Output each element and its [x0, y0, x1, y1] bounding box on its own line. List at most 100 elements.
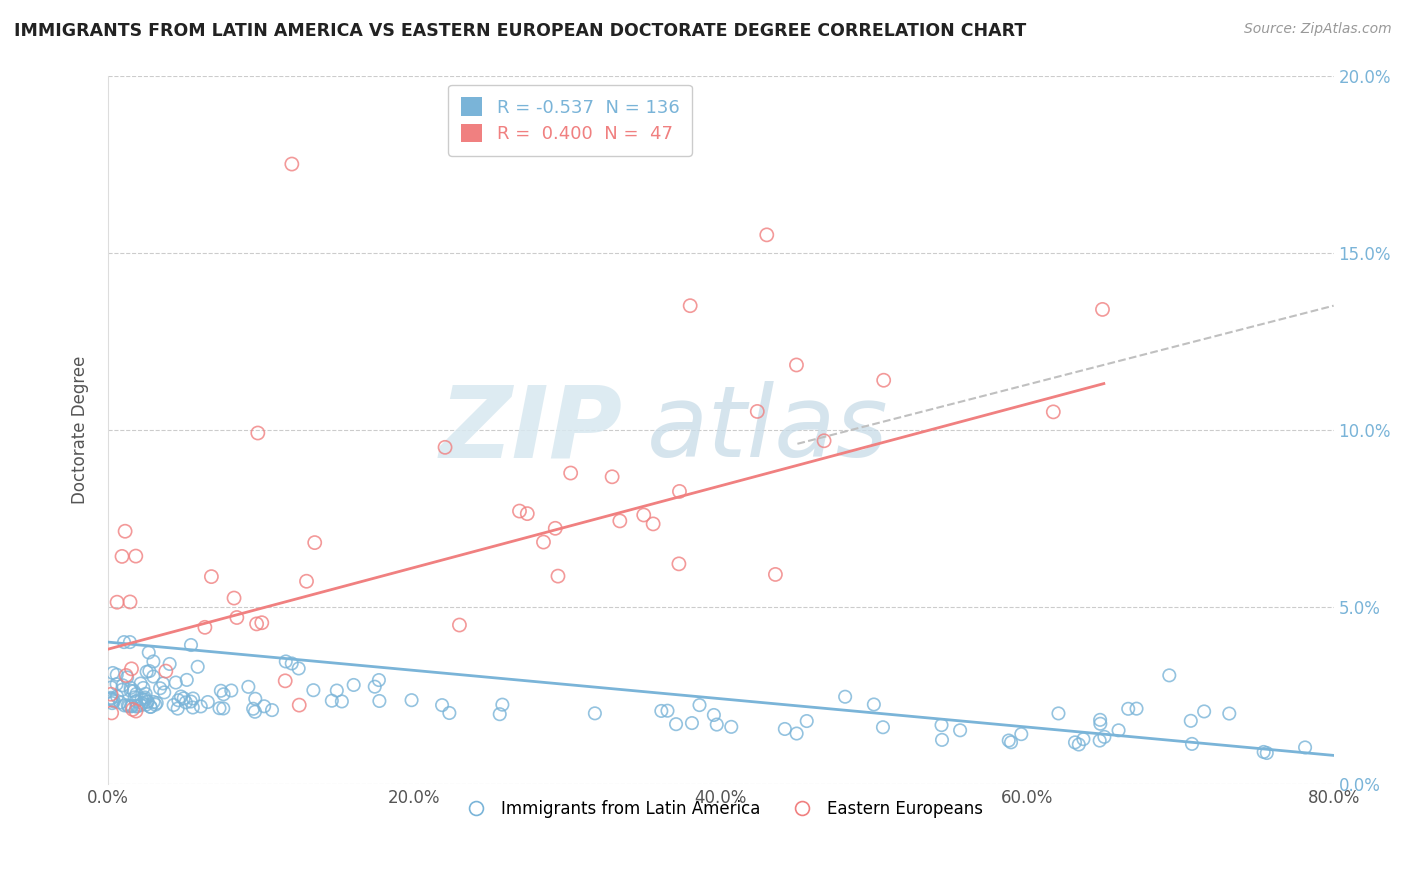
Point: [1181, 737, 1204, 751]
Point: [785, 358, 807, 372]
Point: [643, 516, 665, 531]
Point: [516, 507, 538, 521]
Point: [101, 665, 124, 680]
Point: [600, 470, 623, 484]
Text: ZIP: ZIP: [440, 381, 623, 478]
Point: [488, 707, 510, 722]
Point: [547, 569, 569, 583]
Point: [668, 484, 690, 499]
Point: [100, 687, 122, 701]
Point: [609, 514, 631, 528]
Point: [176, 673, 198, 687]
Point: [668, 557, 690, 571]
Point: [560, 466, 582, 480]
Point: [131, 696, 153, 710]
Point: [242, 702, 264, 716]
Point: [105, 667, 128, 681]
Point: [1125, 701, 1147, 715]
Point: [755, 227, 778, 242]
Point: [1073, 732, 1095, 747]
Point: [747, 404, 769, 418]
Point: [1088, 733, 1111, 747]
Point: [863, 698, 886, 712]
Point: [786, 726, 808, 740]
Point: [145, 698, 167, 712]
Point: [253, 699, 276, 714]
Point: [135, 698, 157, 712]
Point: [162, 698, 184, 712]
Point: [533, 535, 555, 549]
Text: Source: ZipAtlas.com: Source: ZipAtlas.com: [1244, 22, 1392, 37]
Point: [125, 694, 148, 708]
Point: [120, 699, 142, 714]
Point: [190, 699, 212, 714]
Point: [246, 616, 269, 631]
Point: [111, 549, 134, 564]
Point: [122, 684, 145, 698]
Point: [138, 664, 160, 678]
Point: [681, 716, 703, 731]
Text: atlas: atlas: [647, 381, 889, 478]
Point: [1192, 705, 1215, 719]
Point: [287, 661, 309, 675]
Point: [238, 680, 260, 694]
Point: [194, 620, 217, 634]
Point: [665, 717, 688, 731]
Point: [439, 706, 461, 720]
Point: [174, 695, 197, 709]
Point: [657, 704, 679, 718]
Point: [200, 569, 222, 583]
Point: [326, 683, 349, 698]
Point: [180, 638, 202, 652]
Point: [872, 720, 894, 734]
Point: [173, 691, 195, 706]
Point: [209, 683, 232, 698]
Point: [288, 698, 311, 712]
Point: [1159, 668, 1181, 682]
Point: [246, 425, 269, 440]
Point: [138, 645, 160, 659]
Point: [167, 693, 190, 707]
Point: [125, 699, 148, 714]
Point: [105, 690, 128, 704]
Point: [132, 681, 155, 695]
Point: [100, 690, 122, 705]
Point: [434, 440, 457, 454]
Point: [208, 701, 231, 715]
Point: [633, 508, 655, 522]
Point: [304, 535, 326, 549]
Point: [508, 504, 530, 518]
Point: [117, 698, 139, 713]
Point: [367, 673, 389, 687]
Point: [101, 696, 124, 710]
Point: [131, 691, 153, 706]
Point: [112, 698, 135, 713]
Point: [127, 698, 149, 713]
Point: [1000, 735, 1022, 749]
Point: [142, 695, 165, 709]
Point: [103, 694, 125, 708]
Point: [134, 690, 156, 705]
Point: [1064, 735, 1087, 749]
Point: [931, 718, 953, 732]
Point: [401, 693, 423, 707]
Point: [212, 701, 235, 715]
Point: [129, 676, 152, 690]
Point: [114, 524, 136, 539]
Point: [1256, 746, 1278, 760]
Point: [120, 683, 142, 698]
Point: [118, 595, 141, 609]
Point: [997, 733, 1019, 747]
Point: [225, 610, 247, 624]
Point: [153, 685, 176, 699]
Point: [105, 595, 128, 609]
Point: [108, 696, 131, 710]
Point: [280, 657, 302, 671]
Point: [834, 690, 856, 704]
Point: [1253, 745, 1275, 759]
Point: [142, 669, 165, 683]
Point: [1180, 714, 1202, 728]
Point: [155, 664, 177, 678]
Point: [274, 655, 297, 669]
Point: [187, 660, 209, 674]
